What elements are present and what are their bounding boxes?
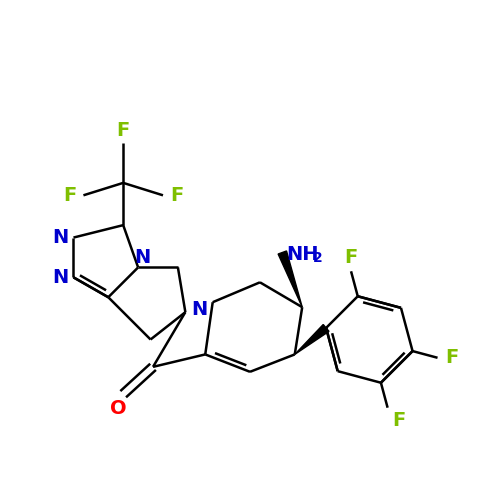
Text: NH: NH bbox=[286, 246, 319, 264]
Text: N: N bbox=[52, 228, 68, 247]
Text: F: F bbox=[392, 410, 405, 430]
Text: F: F bbox=[170, 186, 183, 205]
Text: O: O bbox=[110, 398, 126, 417]
Text: F: F bbox=[116, 121, 130, 140]
Polygon shape bbox=[295, 324, 329, 354]
Text: N: N bbox=[52, 268, 68, 287]
Text: N: N bbox=[191, 300, 208, 319]
Text: N: N bbox=[134, 248, 150, 267]
Text: F: F bbox=[344, 248, 358, 268]
Text: F: F bbox=[445, 348, 458, 368]
Text: 2: 2 bbox=[313, 252, 323, 266]
Text: F: F bbox=[63, 186, 76, 205]
Polygon shape bbox=[278, 251, 302, 307]
